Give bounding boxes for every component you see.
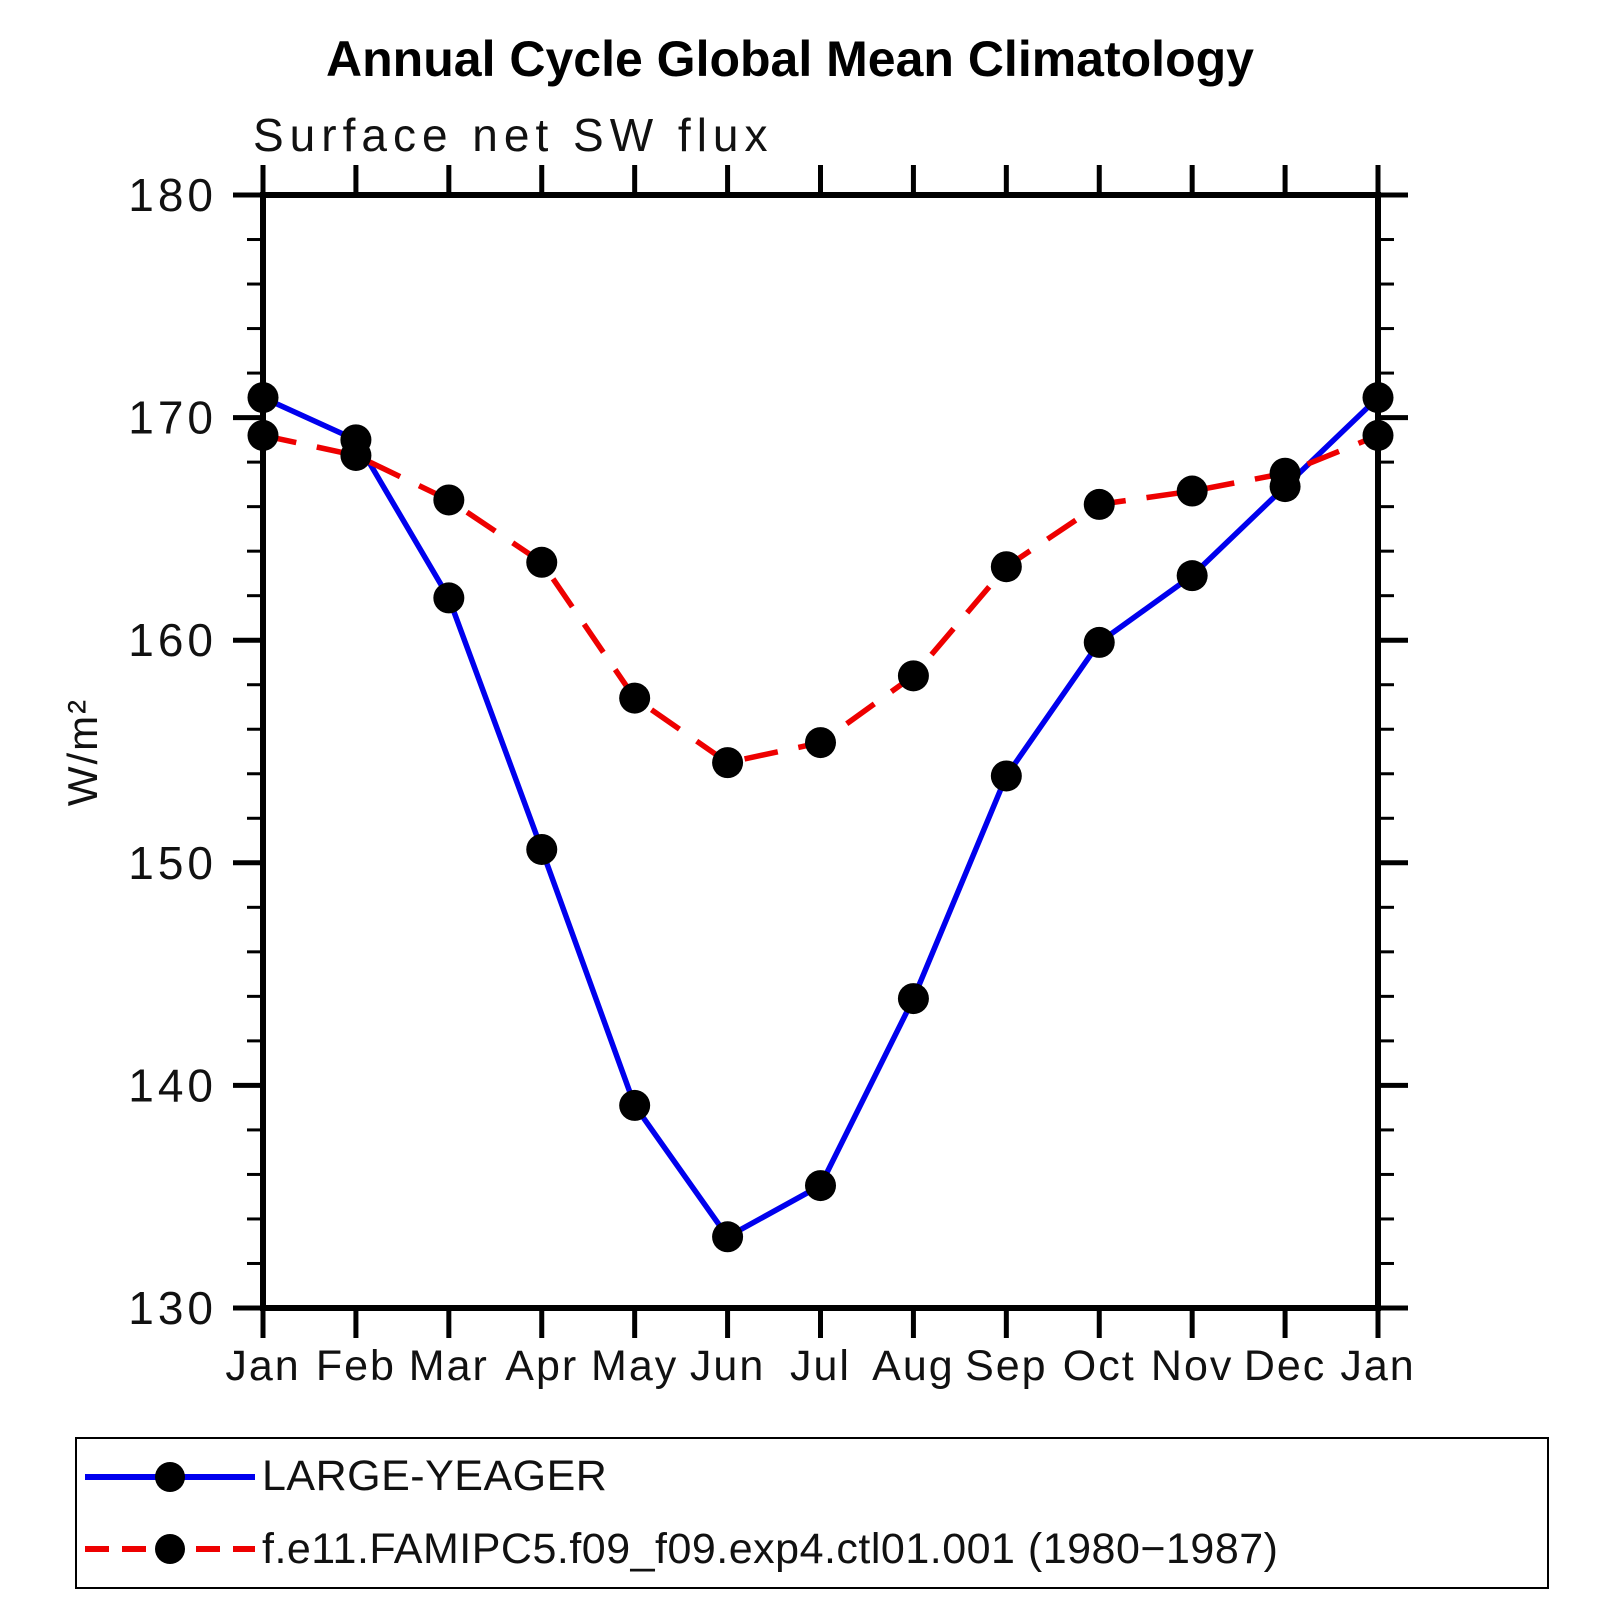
y-tick-label: 150 — [128, 837, 217, 889]
x-tick-label: Mar — [409, 1342, 489, 1390]
data-point-marker-0 — [1176, 560, 1208, 592]
data-point-marker-1 — [619, 682, 651, 714]
y-tick-label: 130 — [128, 1282, 217, 1334]
x-tick-label: Apr — [505, 1342, 578, 1390]
legend-item-model-run: f.e11.FAMIPC5.f09_f09.exp4.ctl01.001 (19… — [77, 1514, 1547, 1584]
data-point-marker-1 — [526, 546, 558, 578]
x-tick-label: Dec — [1244, 1342, 1326, 1390]
x-tick-label: Feb — [316, 1342, 396, 1390]
data-point-marker-0 — [619, 1089, 651, 1121]
x-tick-label: Nov — [1151, 1342, 1233, 1390]
data-point-marker-1 — [712, 747, 744, 779]
data-point-marker-0 — [1362, 382, 1394, 414]
chart-subtitle: Surface net SW flux — [253, 109, 774, 161]
legend-item-large-yeager: LARGE-YEAGER — [77, 1442, 1547, 1512]
x-tick-label: May — [591, 1342, 678, 1390]
data-point-marker-0 — [1083, 626, 1115, 658]
data-point-marker-0 — [247, 382, 279, 414]
legend-box: LARGE-YEAGER f.e11.FAMIPC5.f09_f09.exp4.… — [75, 1437, 1549, 1589]
data-point-marker-0 — [433, 582, 465, 614]
data-point-marker-0 — [805, 1170, 836, 1202]
x-tick-label: Sep — [965, 1342, 1048, 1390]
data-point-marker-1 — [1269, 457, 1301, 489]
data-point-marker-1 — [340, 439, 372, 471]
x-tick-label: Jan — [225, 1342, 300, 1390]
data-point-marker-0 — [712, 1221, 744, 1253]
y-tick-label: 180 — [128, 169, 217, 221]
data-point-marker-0 — [526, 833, 558, 865]
legend-label-model-run: f.e11.FAMIPC5.f09_f09.exp4.ctl01.001 (19… — [262, 1524, 1279, 1573]
x-tick-label: Jun — [690, 1342, 765, 1390]
y-tick-label: 160 — [128, 614, 217, 666]
legend-line-sample-solid — [85, 1461, 255, 1492]
data-point-marker-1 — [990, 551, 1022, 583]
data-point-marker-0 — [897, 983, 929, 1015]
legend-label-large-yeager: LARGE-YEAGER — [262, 1452, 608, 1501]
data-point-marker-1 — [1176, 475, 1208, 507]
data-point-marker-1 — [897, 660, 929, 692]
data-point-marker-1 — [247, 419, 279, 451]
series-line-1 — [262, 432, 1380, 766]
data-point-marker-1 — [1083, 488, 1115, 520]
x-tick-label: Oct — [1063, 1342, 1136, 1390]
x-tick-label: Aug — [872, 1342, 955, 1390]
data-point-marker-0 — [990, 760, 1022, 792]
series-line-0 — [261, 395, 1380, 1241]
y-tick-label: 170 — [128, 392, 217, 444]
data-point-marker-1 — [805, 727, 836, 759]
y-tick-label: 140 — [128, 1059, 217, 1111]
data-point-marker-1 — [433, 484, 465, 516]
x-tick-label: Jan — [1340, 1342, 1415, 1390]
x-tick-label: Jul — [790, 1342, 851, 1390]
page-title: Annual Cycle Global Mean Climatology — [326, 31, 1254, 87]
data-point-marker-1 — [1362, 419, 1394, 451]
legend-line-sample-dashed — [85, 1534, 255, 1565]
